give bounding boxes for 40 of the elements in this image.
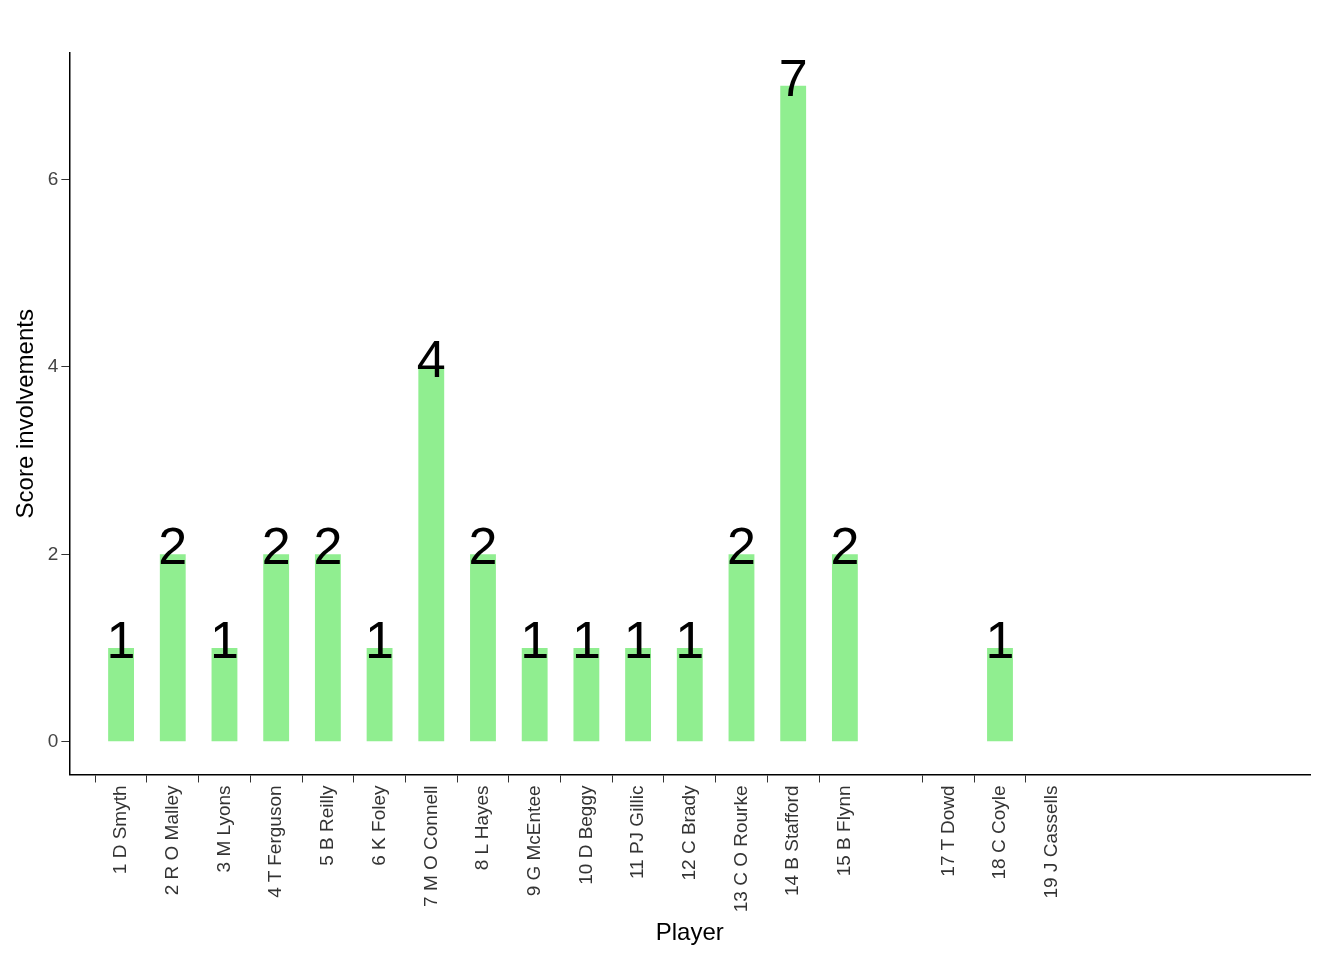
x-tick-label: 14 B Stafford [781, 785, 803, 897]
x-tick-label: 12 C Brady [678, 784, 700, 881]
x-tick-label: 6 K Foley [367, 784, 389, 866]
data-label: 2 [261, 517, 291, 576]
x-tick-label: 4 T Ferguson [264, 785, 286, 898]
x-tick-label: 13 C O Rourke [729, 785, 751, 913]
data-label: 1 [623, 610, 653, 669]
data-label: 1 [675, 610, 705, 669]
data-label: 2 [158, 517, 188, 576]
x-tick-label: 15 B Flynn [833, 785, 855, 877]
x-tick-label: 1 D Smyth [109, 785, 131, 875]
data-label: 2 [727, 517, 756, 576]
x-tick-label: 17 T Dowd [936, 785, 958, 877]
data-label: 2 [313, 517, 343, 576]
x-tick-label: 8 L Hayes [471, 785, 493, 871]
data-label: 2 [468, 517, 498, 576]
data-label: 1 [520, 610, 550, 669]
data-label: 1 [210, 610, 239, 669]
y-axis-title: Score involvements [11, 309, 39, 519]
data-label: 1 [365, 610, 395, 669]
x-tick-label: 18 C Coyle [988, 785, 1010, 880]
x-tick-label: 11 PJ Gillic [626, 785, 648, 880]
x-axis-title: Player [655, 918, 724, 946]
y-tick-label: 2 [47, 542, 59, 564]
x-tick-label: 2 R O Malley [161, 784, 182, 896]
data-label: 1 [985, 610, 1015, 669]
data-label: 1 [571, 610, 601, 669]
data-label: 7 [778, 48, 808, 107]
data-label: 1 [106, 610, 136, 669]
x-tick-label: 9 G McEntee [522, 785, 544, 897]
y-tick-label: 6 [47, 167, 59, 189]
x-tick-label: 3 M Lyons [212, 785, 234, 873]
x-tick-label: 5 B Reilly [316, 784, 338, 866]
x-tick-label: 19 J Cassells [1039, 785, 1061, 899]
x-tick-label: 7 M O Connell [419, 785, 441, 907]
data-label: 4 [416, 329, 446, 388]
y-tick-label: 4 [47, 355, 59, 377]
data-label: 2 [830, 517, 860, 576]
y-tick-label: 0 [47, 729, 59, 751]
x-tick-label: 10 D Beggy [574, 784, 596, 885]
